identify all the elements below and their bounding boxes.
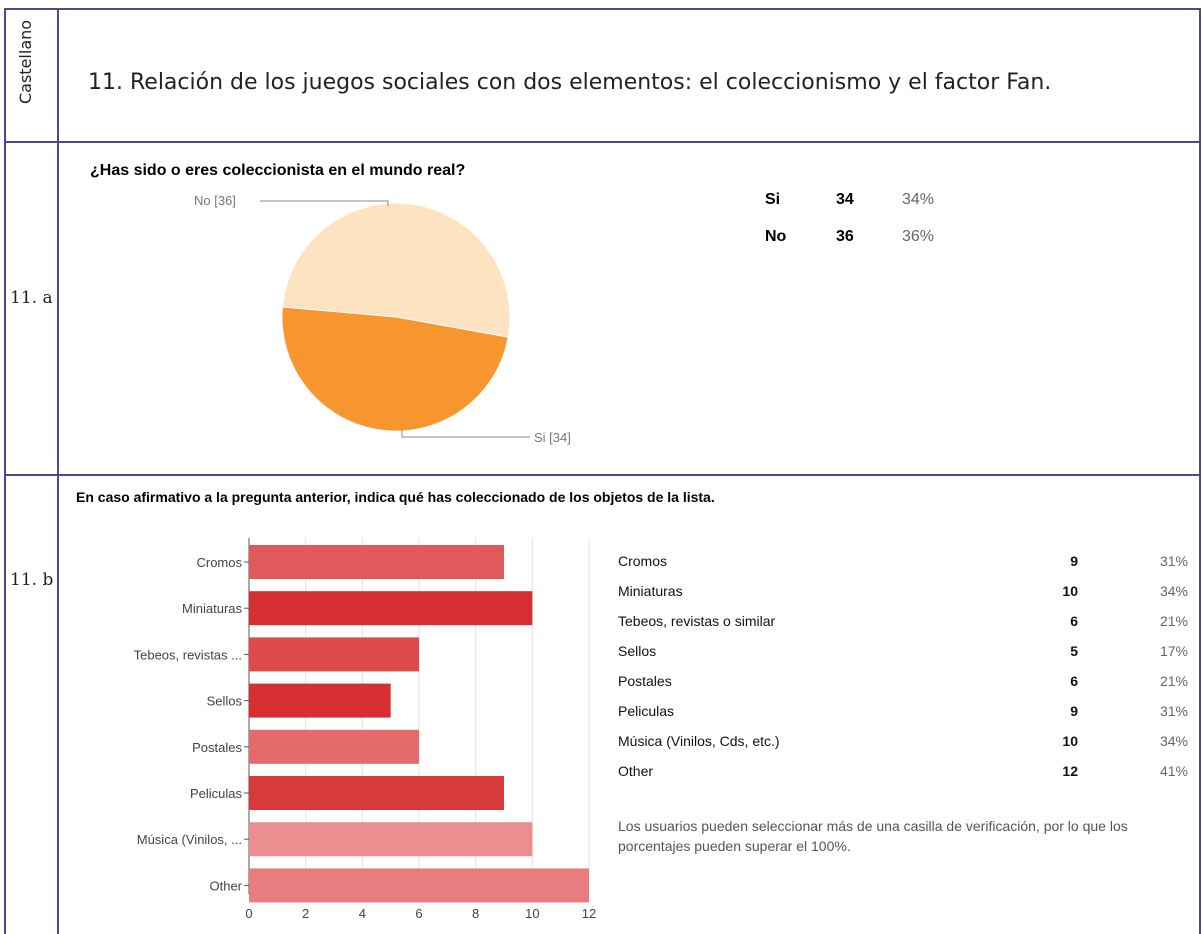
summary-b-count: 6 [1070, 613, 1078, 629]
pie-leader-no [260, 200, 389, 206]
pie-label-si: Si [34] [534, 430, 571, 445]
table-divider-2 [4, 474, 1201, 476]
category-label-4: Postales [192, 740, 242, 755]
summary-b-count: 6 [1070, 673, 1078, 689]
summary-percent-no: 36% [902, 228, 935, 245]
summary-b-percent: 34% [1159, 733, 1188, 749]
summary-count-si: 34 [836, 191, 854, 208]
language-label: Castellano [16, 19, 35, 104]
pie-chart: No [36] Si [34] [194, 193, 571, 445]
x-tick-label: 4 [359, 906, 366, 921]
summary-b-count: 9 [1070, 703, 1078, 719]
summary-b-percent: 41% [1159, 763, 1188, 779]
question-11a-title: ¿Has sido o eres coleccionista en el mun… [90, 162, 466, 179]
question-11b-title: En caso afirmativo a la pregunta anterio… [76, 489, 715, 505]
table-border-top [4, 8, 1201, 10]
summary-b-name: Tebeos, revistas o similar [618, 613, 776, 629]
row-label-11a: 11. a [10, 288, 53, 308]
table-border-right [1199, 8, 1201, 934]
summary-b-name: Cromos [618, 553, 668, 569]
x-tick-label: 8 [472, 906, 479, 921]
summary-b-count: 12 [1062, 763, 1078, 779]
section-title: 11. Relación de los juegos sociales con … [88, 70, 1052, 95]
category-label-3: Sellos [207, 694, 243, 709]
summary-b-percent: 21% [1159, 673, 1188, 689]
row-label-11b: 11. b [10, 570, 54, 590]
bar-0 [249, 545, 504, 579]
x-tick-label: 10 [525, 906, 539, 921]
summary-b-count: 10 [1062, 583, 1078, 599]
bar-3 [249, 683, 391, 718]
bar-2 [249, 637, 419, 672]
x-tick-label: 6 [415, 906, 422, 921]
x-tick-label: 0 [245, 906, 252, 921]
x-tick-label: 12 [582, 906, 596, 921]
summary-b-name: Other [618, 763, 654, 779]
category-label-6: Música (Vinilos, ... [137, 832, 242, 847]
summary-b-name: Sellos [618, 643, 657, 659]
table-border-left [4, 8, 6, 934]
summary-b-name: Peliculas [618, 703, 675, 719]
summary-b-percent: 31% [1159, 703, 1188, 719]
summary-b-count: 5 [1070, 643, 1078, 659]
bar-chart: 0 2 4 6 8 10 12 Cromos Miniaturas Tebeos, revista… [134, 538, 596, 921]
summary-percent-si: 34% [902, 191, 935, 208]
table-divider-1 [4, 141, 1201, 143]
summary-b-name: Postales [618, 673, 672, 689]
category-label-5: Peliculas [190, 786, 243, 801]
category-label-2: Tebeos, revistas ... [134, 647, 242, 662]
pie-slice-si [281, 306, 509, 432]
bar-5 [249, 776, 504, 810]
summary-name-si: Si [765, 191, 781, 208]
table-border-column [57, 8, 59, 934]
summary-b-name: Música (Vinilos, Cds, etc.) [618, 733, 780, 749]
pie-leader-si [401, 430, 530, 438]
pie-slice-no [281, 202, 511, 338]
summary-b-percent: 31% [1159, 553, 1188, 569]
multi-select-note: Los usuarios pueden seleccionar más de u… [618, 818, 1128, 854]
summary-b-count: 9 [1070, 553, 1078, 569]
bar-1 [249, 591, 533, 626]
summary-b-count: 10 [1062, 733, 1078, 749]
category-label-0: Cromos [196, 555, 242, 570]
summary-b-percent: 21% [1159, 613, 1188, 629]
category-label-7: Other [209, 878, 242, 893]
x-tick-label: 2 [302, 906, 309, 921]
bar-7 [249, 868, 589, 903]
summary-name-no: No [765, 228, 787, 245]
summary-count-no: 36 [836, 228, 854, 245]
summary-b-percent: 34% [1159, 583, 1188, 599]
pie-label-no: No [36] [194, 193, 236, 208]
category-label-1: Miniaturas [182, 601, 242, 616]
bar-6 [249, 822, 533, 857]
bar-4 [249, 729, 419, 764]
summary-b-name: Miniaturas [618, 583, 683, 599]
summary-b-percent: 17% [1159, 643, 1188, 659]
